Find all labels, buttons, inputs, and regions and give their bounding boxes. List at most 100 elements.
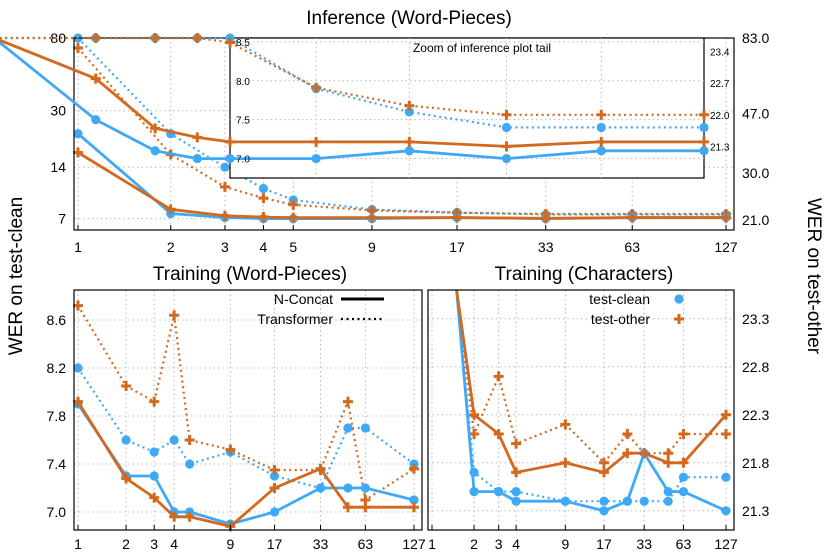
training-char-ytick: 22.3 [742, 407, 769, 423]
training-char-point-other [493, 371, 504, 382]
inference-point-other [540, 213, 551, 224]
training-char-point-other [721, 429, 731, 439]
training-wp-point-clean [149, 471, 159, 481]
training-char-frame [427, 289, 735, 531]
training-char-xtick-label: 2 [470, 536, 478, 552]
training-wp-point-other [315, 463, 326, 474]
training-char-point-clean [622, 496, 632, 506]
training-char-point-other [493, 429, 504, 439]
inset: 7.0 7.5 8.0 8.5 21.3 22.0 22.7 23.4 Zoom of inf… [0, 33, 730, 179]
training-char-xtick-label: 3 [495, 536, 503, 552]
training-wp-point-other [409, 463, 419, 474]
inset-point-other [501, 141, 512, 152]
inset-line-n-concat-test-clean [0, 40, 704, 160]
training-wp-point-other [409, 502, 419, 513]
training-char-point-clean [599, 496, 609, 506]
inset-point-other [90, 73, 101, 84]
training-wp-frame [73, 289, 423, 531]
inset-ytick-right: 22.7 [710, 79, 730, 90]
training-char-xtick-label: 1 [428, 536, 436, 552]
training-char-xtick-label: 63 [676, 536, 692, 552]
training-wp-ytick: 7.0 [47, 504, 67, 520]
training-wp-point-clean [343, 423, 353, 433]
legend-label-n-concat: N-Concat [274, 291, 333, 307]
training-char-legend: test-clean test-other [589, 291, 684, 327]
inference-point-other [73, 42, 83, 53]
training-char-point-other [598, 467, 609, 478]
legend-marker-test-other [674, 314, 684, 324]
training-char-point-other [469, 429, 480, 439]
inference-point-other [73, 147, 83, 158]
training-wp-point-other [342, 396, 353, 407]
training-wp-grid [74, 290, 422, 530]
inset-point-other [596, 109, 607, 120]
training-char-point-clean [599, 506, 609, 516]
training-wp-point-other [169, 511, 180, 522]
inset-ytick-right: 21.3 [710, 142, 730, 153]
training-wp-line-transformer-test-clean [77, 367, 415, 490]
training-wp-xtick-label: 127 [402, 536, 426, 552]
training-wp-xtick-label: 4 [170, 536, 178, 552]
training-char-point-clean [511, 487, 521, 497]
training-wp-ytick: 7.8 [47, 408, 67, 424]
inference-point-other [258, 212, 269, 223]
inference-ytick-right: 21.0 [742, 212, 769, 228]
training-wp-xtick-label: 17 [267, 536, 283, 552]
inset-point-other [311, 82, 322, 93]
inset-point-clean [311, 153, 321, 164]
training-char-point-other [598, 457, 609, 468]
inference-xtick-label: 5 [289, 239, 297, 255]
inset-point-other [699, 136, 709, 147]
training-char-ytick: 21.8 [742, 455, 769, 471]
inference-ytick-right: 30.0 [742, 165, 769, 181]
ylabel-right: WER on test-other [803, 198, 824, 355]
training-char-panel: Training (Characters) 1 2 3 4 9 17 33 63 127 21.3… [427, 264, 769, 552]
inset-point-other [150, 123, 161, 134]
training-char-point-other [511, 438, 522, 449]
training-wp-point-other [121, 381, 132, 391]
inset-ytick-right: 23.4 [710, 48, 730, 59]
inset-point-clean [192, 153, 202, 164]
inference-point-other [219, 181, 230, 192]
legend-label-transformer: Transformer [257, 311, 333, 327]
inset-point-clean [596, 146, 606, 156]
training-wp-xtick-label: 1 [74, 536, 82, 552]
legend-label-test-other: test-other [591, 311, 650, 327]
inset-point-other [192, 132, 203, 143]
training-wp-xtick-label: 9 [227, 536, 235, 552]
inference-point-other [451, 212, 462, 223]
training-wp-point-other [184, 511, 195, 522]
training-wp-point-other [269, 465, 280, 475]
legend-label-test-clean: test-clean [589, 291, 650, 307]
training-wp-point-clean [121, 435, 131, 445]
inset-line-n-concat-test-other [0, 38, 704, 148]
training-wp-point-clean [409, 495, 419, 505]
training-char-point-other [663, 448, 674, 459]
inset-point-other [225, 136, 235, 147]
inset-ytick-left: 7.5 [236, 116, 250, 127]
inference-ytick-left: 80 [50, 30, 66, 46]
training-char-xtick-label: 9 [561, 536, 569, 552]
inset-ytick-left: 7.0 [236, 155, 250, 166]
training-wp-point-other [360, 502, 371, 513]
inset-point-other [90, 33, 101, 43]
inset-grid [230, 38, 704, 178]
inference-ytick-right: 83.0 [742, 30, 769, 46]
training-wp-point-other [121, 473, 132, 484]
training-wp-point-other [342, 502, 353, 513]
inference-point-other [165, 204, 176, 215]
training-wp-panel: Training (Word-Pieces) 1 2 3 4 9 17 33 63 127 7.0… [47, 264, 426, 552]
training-wp-series [73, 300, 419, 532]
training-wp-point-other [225, 444, 236, 455]
training-wp-point-other [73, 300, 83, 311]
inset-point-other [225, 37, 235, 48]
training-wp-point-other [269, 483, 280, 493]
training-wp-point-clean [149, 447, 159, 457]
inset-ytick-left: 8.0 [236, 77, 250, 88]
inference-point-other [258, 193, 269, 204]
training-char-point-other [560, 457, 571, 468]
inset-ytick-left: 8.5 [236, 38, 250, 49]
inference-line-n-concat-test-other [77, 151, 726, 220]
ylabel-left: WER on test-clean [6, 197, 27, 355]
